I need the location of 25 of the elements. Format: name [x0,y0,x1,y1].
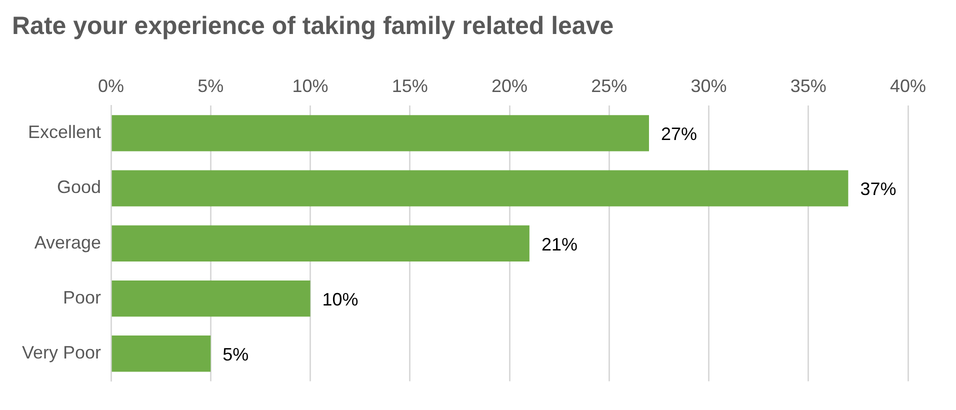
data-label: 27% [660,124,698,144]
data-label: 37% [860,179,896,200]
x-tick-label: 20% [492,76,528,96]
x-tick-label: 0% [98,76,124,96]
x-tick-label: 5% [198,76,224,96]
data-label: 5% [222,344,249,365]
x-tick-label: 35% [790,76,826,96]
x-tick-label: 25% [591,76,628,96]
x-tick-label: 15% [392,76,428,96]
data-label: 10% [322,289,358,310]
y-tick-label: Good [56,177,102,198]
y-tick-label: Poor [63,287,102,308]
y-tick-label: Very Poor [22,342,102,363]
chart-title: Rate your experience of taking family related leave [12,12,614,40]
x-tick-label: 10% [292,76,328,96]
bar [112,115,649,152]
y-tick-label: Excellent [28,122,102,142]
bar [112,225,530,262]
bar [112,280,310,317]
data-label: 21% [541,234,578,254]
x-tick-label: 40% [890,76,926,96]
bar [112,170,848,206]
y-tick-label: Average [34,232,102,252]
bar [112,336,211,372]
x-tick-label: 30% [690,76,727,96]
